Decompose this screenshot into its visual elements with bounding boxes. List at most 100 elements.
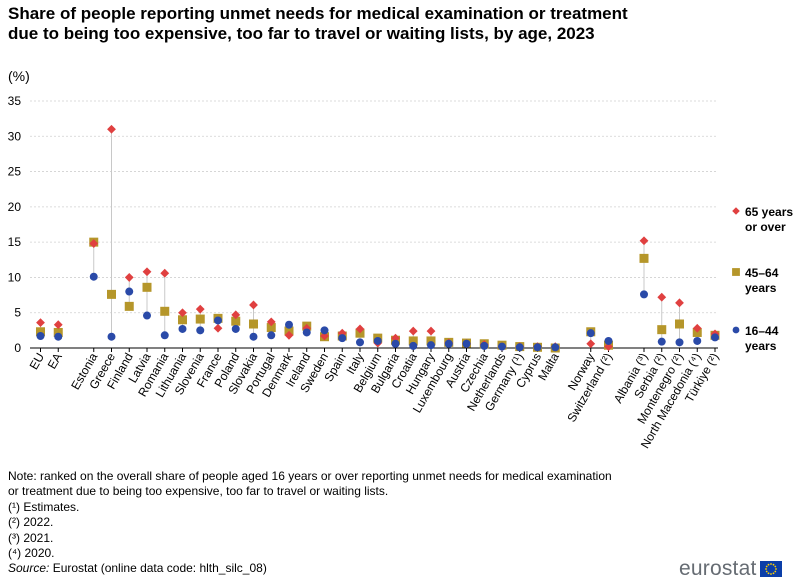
data-point-circle — [409, 341, 418, 350]
data-point-diamond — [604, 342, 613, 351]
chart-title: Share of people reporting unmet needs fo… — [8, 4, 628, 43]
data-point-circle — [302, 328, 311, 337]
data-point-diamond — [337, 328, 347, 338]
legend-label: 45–64 — [745, 266, 779, 280]
data-point-circle — [693, 336, 702, 345]
data-point-diamond — [426, 326, 436, 336]
data-point-diamond — [160, 268, 170, 278]
data-point-circle — [214, 316, 222, 325]
y-tick-label: 5 — [14, 306, 21, 320]
data-point-circle — [107, 332, 116, 341]
data-point-diamond — [142, 267, 152, 277]
data-point-circle — [640, 290, 648, 299]
data-point-circle — [480, 341, 489, 350]
eu-flag-icon — [760, 561, 783, 577]
data-point-circle — [551, 343, 560, 352]
data-point-diamond — [320, 331, 329, 341]
data-point-square — [657, 325, 667, 335]
stems — [40, 129, 716, 352]
data-point-circle — [249, 332, 258, 341]
legend-marker-square — [732, 268, 740, 276]
data-point-circle — [143, 311, 151, 320]
data-point-circle — [178, 324, 187, 333]
data-point-circle — [675, 338, 684, 347]
data-point-diamond — [249, 300, 258, 310]
data-point-diamond — [586, 339, 596, 349]
data-point-square — [639, 253, 649, 263]
source-label: Source: — [8, 561, 50, 576]
x-tick-label: EU — [27, 351, 47, 372]
legend-label: 65 years — [745, 205, 793, 219]
source-text: Eurostat (online data code: hlth_silc_08… — [49, 561, 267, 576]
data-point-circle — [267, 331, 276, 340]
data-point-diamond — [231, 310, 241, 320]
legend-label: years — [745, 281, 777, 295]
note-line: (⁴) 2020. — [8, 546, 55, 561]
data-point-circle — [711, 333, 719, 342]
y-tick-label: 35 — [8, 94, 22, 108]
data-point-diamond — [266, 317, 276, 327]
notes: Note: ranked on the overall share of peo… — [8, 469, 708, 577]
data-point-circle — [320, 326, 329, 335]
note-line: Note: ranked on the overall share of peo… — [8, 469, 612, 483]
data-point-circle — [196, 326, 205, 335]
data-point-square — [124, 301, 134, 311]
y-tick-label: 10 — [8, 270, 22, 284]
data-point-square — [36, 327, 45, 337]
data-point-square — [195, 314, 205, 324]
data-point-circle — [391, 339, 400, 348]
note-line: (²) 2022. — [8, 515, 54, 530]
y-axis-unit: (%) — [8, 68, 30, 84]
data-point-circle — [356, 338, 364, 347]
data-point-diamond — [692, 323, 702, 333]
data-point-diamond — [89, 239, 99, 248]
legend-label: years — [745, 339, 777, 353]
data-point-square — [107, 289, 116, 299]
y-tick-label: 20 — [8, 200, 22, 214]
note-line: or treatment due to being too expensive,… — [8, 484, 389, 499]
data-point-diamond — [675, 298, 684, 308]
data-point-diamond — [195, 304, 205, 314]
data-point-circle — [373, 336, 382, 345]
data-point-square — [142, 282, 152, 292]
data-point-circle — [586, 329, 595, 338]
y-axis-ticks: 0 5 10 15 20 25 30 35 — [8, 94, 22, 355]
legend-marker-circle — [732, 326, 740, 334]
data-point-circle — [604, 336, 613, 345]
eurostat-logo: eurostat — [679, 557, 783, 580]
data-point-circle — [338, 334, 347, 343]
data-point-square — [53, 327, 63, 337]
data-point-diamond — [36, 318, 45, 327]
data-point-diamond — [657, 292, 667, 302]
data-point-circle — [285, 320, 293, 329]
note-line: (³) 2021. — [8, 530, 54, 545]
y-tick-label: 0 — [14, 341, 21, 355]
data-point-diamond — [178, 308, 187, 318]
data-point-diamond — [391, 333, 400, 343]
y-tick-label: 30 — [8, 129, 22, 143]
data-point-circle — [54, 332, 63, 341]
data-point-circle — [89, 272, 98, 281]
data-point-square — [231, 316, 241, 326]
data-point-diamond — [53, 320, 63, 330]
data-point-circle — [498, 342, 506, 351]
data-point-square — [426, 336, 436, 346]
data-point-circle — [160, 331, 169, 340]
y-tick-label: 15 — [8, 235, 22, 249]
data-point-diamond — [284, 330, 294, 340]
data-point-square — [178, 315, 187, 325]
legend-label: 16–44 — [745, 324, 779, 338]
gridlines — [30, 100, 718, 349]
data-point-circle — [427, 341, 435, 350]
data-point-circle — [444, 339, 453, 348]
x-tick-label: EA — [45, 351, 65, 372]
y-tick-label: 25 — [8, 165, 22, 179]
data-point-circle — [515, 343, 524, 352]
data-point-diamond — [213, 323, 223, 333]
data-point-circle — [36, 332, 45, 341]
data-point-square — [160, 306, 170, 316]
data-point-diamond — [302, 323, 312, 333]
